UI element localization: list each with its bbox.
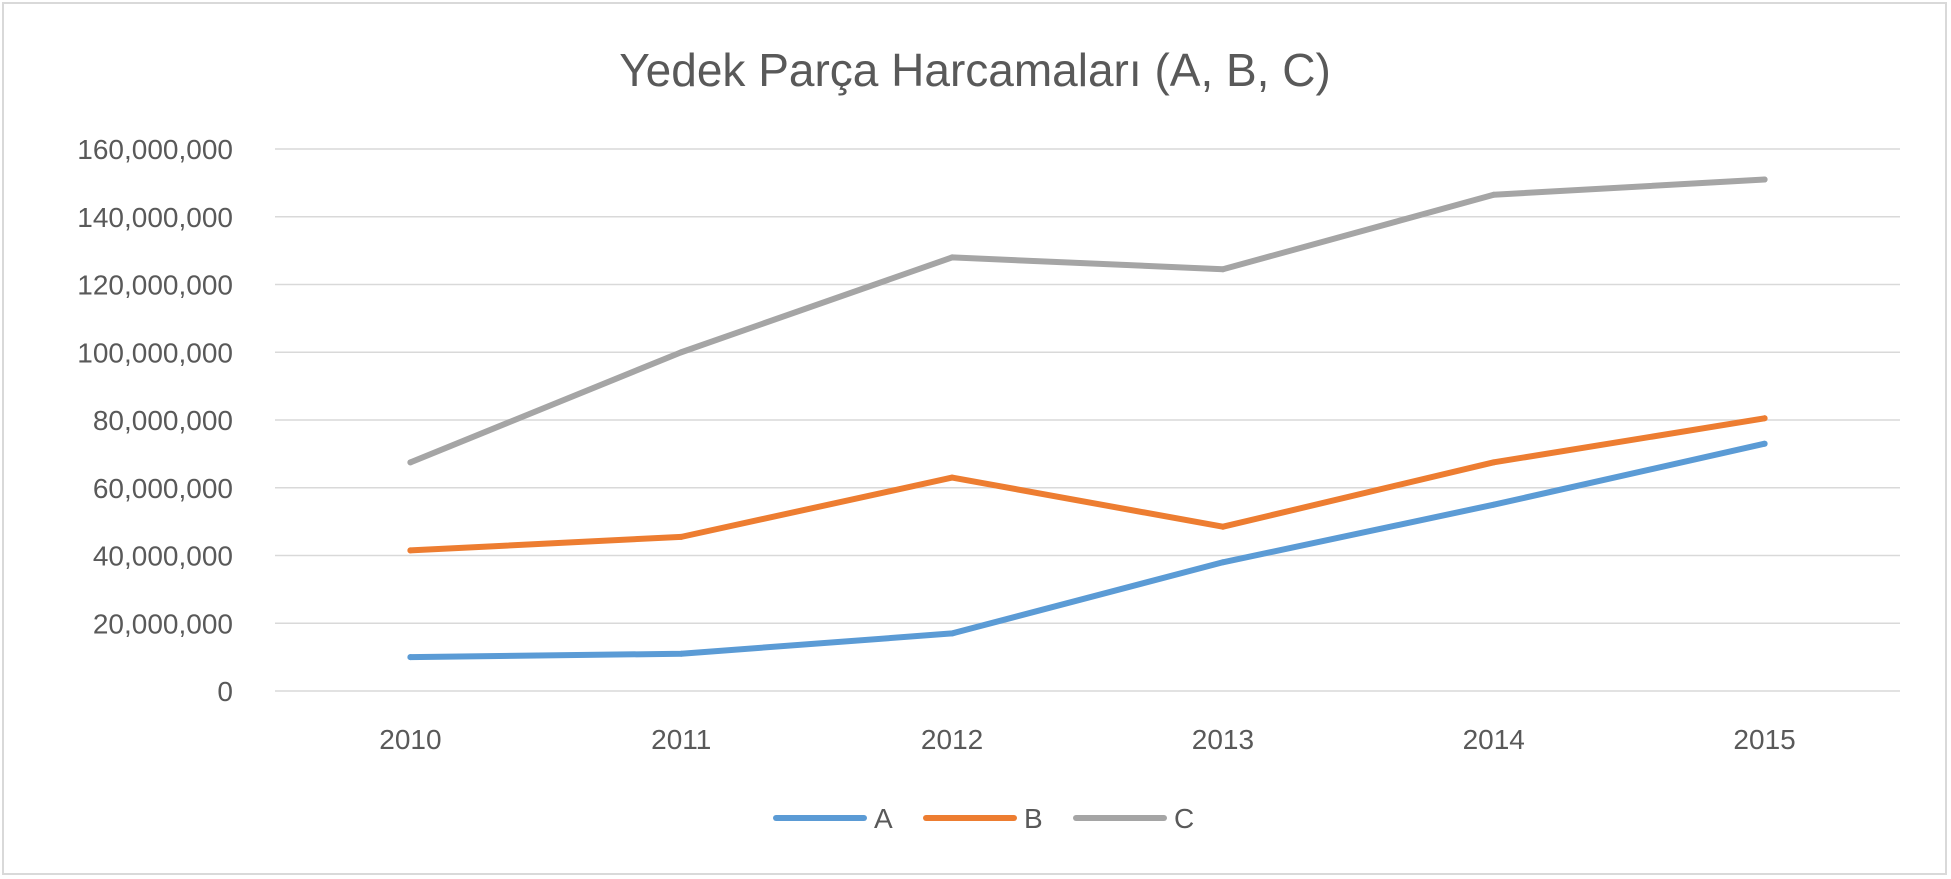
series-line-a	[407, 440, 1768, 661]
x-tick-label: 2014	[1463, 724, 1525, 755]
data-point-a	[1761, 440, 1768, 447]
y-tick-label: 160,000,000	[77, 134, 233, 165]
gridlines	[275, 148, 1900, 692]
y-tick-label: 40,000,000	[93, 541, 233, 572]
data-point-b	[949, 474, 956, 481]
legend-label: A	[874, 803, 893, 834]
y-tick-label: 140,000,000	[77, 202, 233, 233]
y-tick-label: 80,000,000	[93, 405, 233, 436]
legend: A B C	[773, 803, 1194, 834]
series-line-c	[407, 176, 1768, 466]
x-tick-label: 2011	[651, 724, 711, 755]
legend-label: B	[1024, 803, 1043, 834]
legend-item-b: B	[923, 803, 1043, 834]
y-tick-label: 60,000,000	[93, 473, 233, 504]
data-point-c	[1761, 176, 1768, 183]
legend-label: C	[1174, 803, 1194, 834]
series-lines	[407, 176, 1768, 661]
x-tick-label: 2010	[379, 724, 441, 755]
data-point-a	[949, 630, 956, 637]
y-tick-label: 0	[217, 676, 233, 707]
chart-title: Yedek Parça Harcamaları (A, B, C)	[619, 44, 1331, 96]
legend-item-a: A	[773, 803, 893, 834]
x-axis-ticks: 2010 2011 2012 2013 2014 2015	[379, 724, 1795, 755]
y-axis-ticks: 0 20,000,000 40,000,000 60,000,000 80,000,00…	[77, 134, 233, 707]
data-point-c	[949, 254, 956, 261]
data-point-c	[678, 349, 685, 356]
data-point-b	[407, 547, 414, 554]
data-point-b	[1219, 523, 1226, 530]
legend-item-c: C	[1073, 803, 1194, 834]
y-tick-label: 120,000,000	[77, 270, 233, 301]
data-point-b	[1490, 459, 1497, 466]
data-point-a	[678, 650, 685, 657]
x-tick-label: 2012	[921, 724, 983, 755]
data-point-a	[407, 654, 414, 661]
data-point-c	[1219, 266, 1226, 273]
data-point-b	[678, 533, 685, 540]
y-tick-label: 20,000,000	[93, 608, 233, 639]
data-point-a	[1490, 501, 1497, 508]
data-point-c	[407, 459, 414, 466]
data-point-c	[1490, 191, 1497, 198]
data-point-b	[1761, 415, 1768, 422]
data-point-a	[1219, 559, 1226, 566]
series-line-b	[407, 415, 1768, 554]
x-tick-label: 2013	[1192, 724, 1254, 755]
x-tick-label: 2015	[1733, 724, 1795, 755]
y-tick-label: 100,000,000	[77, 337, 233, 368]
